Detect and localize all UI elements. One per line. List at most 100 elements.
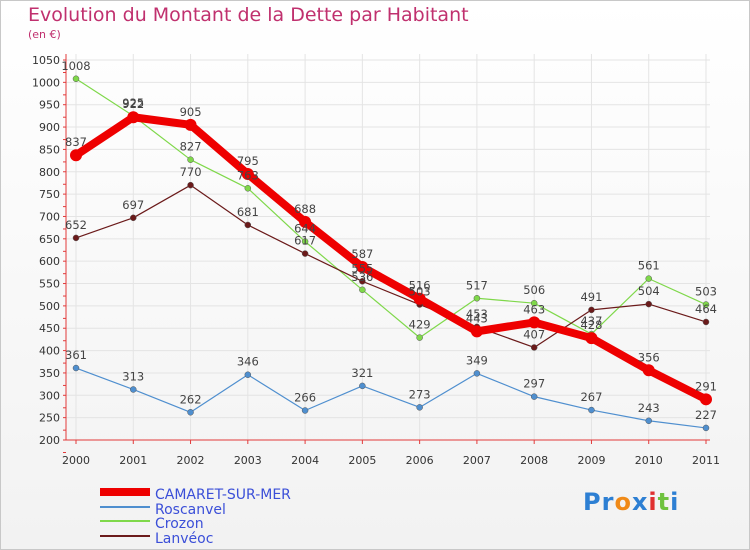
- data-label-camaret-sur-mer: 463: [523, 302, 545, 316]
- data-label-roscanvel: 297: [523, 377, 545, 391]
- y-tick-label: 700: [39, 210, 60, 223]
- data-label-roscanvel: 243: [638, 401, 660, 415]
- x-tick-label: 2005: [348, 454, 376, 467]
- data-point-roscanvel: [702, 424, 710, 432]
- data-label-lanv-oc: 681: [237, 205, 259, 219]
- logo-letter: i: [648, 488, 658, 516]
- series-lines: [72, 78, 710, 429]
- data-point-camaret-sur-mer: [413, 292, 426, 305]
- logo-letter: o: [614, 488, 632, 516]
- logo-letter: i: [670, 488, 680, 516]
- data-label-crozon: 506: [523, 283, 545, 297]
- data-label-crozon: 536: [351, 270, 373, 284]
- data-label-crozon: 517: [466, 278, 488, 292]
- data-point-roscanvel: [301, 407, 309, 414]
- data-point-roscanvel: [645, 417, 652, 425]
- y-tick-label: 350: [39, 367, 60, 380]
- data-point-camaret-sur-mer: [70, 149, 82, 162]
- data-label-lanv-oc: 503: [409, 285, 431, 299]
- data-point-roscanvel: [130, 386, 137, 393]
- data-point-camaret-sur-mer: [642, 364, 655, 377]
- series-line-lanv-oc: [75, 184, 707, 349]
- data-point-crozon: [416, 334, 423, 341]
- y-tick-label: 1050: [32, 54, 60, 67]
- data-point-camaret-sur-mer: [470, 325, 483, 338]
- data-label-lanv-oc: 770: [180, 165, 202, 179]
- data-point-lanv-oc: [530, 344, 538, 351]
- data-point-camaret-sur-mer: [356, 260, 369, 273]
- data-label-camaret-sur-mer: 516: [409, 279, 431, 293]
- chart-title: Evolution du Montant de la Dette par Hab…: [28, 4, 469, 26]
- x-tick-label: 2008: [520, 454, 548, 467]
- x-tick-label: 2001: [119, 454, 147, 467]
- data-point-camaret-sur-mer: [241, 168, 254, 180]
- x-tick-label: 2000: [62, 454, 90, 467]
- data-label-crozon: 644: [294, 222, 316, 236]
- data-label-lanv-oc: 491: [580, 290, 602, 304]
- data-point-crozon: [72, 75, 80, 83]
- data-label-lanv-oc: 464: [695, 302, 717, 316]
- data-labels: 837 922 905 795 688 587 516 443 463 428 356 291 361 3…: [61, 59, 717, 422]
- data-point-roscanvel: [416, 404, 423, 411]
- data-label-crozon: 561: [638, 259, 660, 273]
- data-label-roscanvel: 321: [351, 366, 373, 380]
- data-label-camaret-sur-mer: 688: [294, 202, 316, 216]
- series-points: [70, 75, 712, 432]
- logo-letter: P: [583, 488, 602, 516]
- chart-subtitle: (en €): [28, 28, 61, 41]
- y-tick-label: 450: [39, 322, 60, 335]
- data-point-crozon: [359, 286, 366, 294]
- x-tick-label: 2007: [463, 454, 491, 467]
- data-label-crozon: 503: [695, 285, 717, 299]
- data-point-lanv-oc: [301, 250, 309, 257]
- y-tick-label: 550: [39, 278, 60, 291]
- data-point-roscanvel: [244, 371, 252, 378]
- y-tick-label: 800: [39, 166, 60, 179]
- legend-label: Crozon: [155, 516, 204, 532]
- data-point-roscanvel: [473, 370, 481, 377]
- logo-letter: x: [631, 488, 649, 516]
- data-label-camaret-sur-mer: 837: [65, 135, 87, 149]
- data-point-crozon: [187, 156, 194, 163]
- y-tick-label: 600: [39, 255, 60, 268]
- series-line-crozon: [75, 78, 707, 339]
- data-point-roscanvel: [359, 382, 366, 390]
- data-point-roscanvel: [588, 406, 595, 414]
- data-label-camaret-sur-mer: 291: [695, 379, 717, 393]
- y-tick-label: 400: [39, 345, 60, 358]
- data-label-lanv-oc: 697: [122, 198, 144, 212]
- data-label-lanv-oc: 407: [523, 327, 545, 341]
- data-label-camaret-sur-mer: 428: [580, 318, 602, 332]
- legend-swatch: [100, 520, 150, 522]
- logo-letter: t: [657, 488, 671, 516]
- data-point-crozon: [702, 301, 710, 308]
- data-label-crozon: 925: [122, 96, 144, 110]
- x-tick-label: 2010: [635, 454, 663, 467]
- data-label-roscanvel: 227: [695, 408, 717, 422]
- data-label-lanv-oc: 617: [294, 234, 316, 248]
- data-label-camaret-sur-mer: 443: [466, 311, 488, 325]
- proxiti-logo: Proxiti: [583, 488, 679, 516]
- y-tick-label: 250: [39, 412, 60, 425]
- legend-label: Lanvéoc: [155, 530, 214, 547]
- x-tick-label: 2003: [234, 454, 262, 467]
- y-tick-label: 500: [39, 300, 60, 313]
- data-point-lanv-oc: [244, 221, 252, 229]
- data-label-crozon: 437: [580, 314, 602, 328]
- series-line-camaret-sur-mer: [72, 113, 710, 404]
- y-tick-label: 750: [39, 188, 60, 201]
- data-label-roscanvel: 313: [122, 369, 144, 383]
- data-point-camaret-sur-mer: [528, 316, 541, 329]
- y-tick-label: 950: [39, 99, 60, 112]
- x-tick-label: 2002: [177, 454, 205, 467]
- x-tick-label: 2004: [291, 454, 319, 467]
- data-point-lanv-oc: [72, 234, 80, 242]
- data-label-crozon: 1008: [61, 59, 90, 73]
- axes: 2002503003504004505005506006507007508008…: [32, 54, 720, 467]
- data-point-roscanvel: [530, 393, 538, 400]
- x-tick-label: 2011: [692, 454, 720, 467]
- data-label-camaret-sur-mer: 922: [122, 97, 144, 111]
- data-point-lanv-oc: [702, 318, 710, 326]
- data-label-roscanvel: 262: [180, 392, 202, 406]
